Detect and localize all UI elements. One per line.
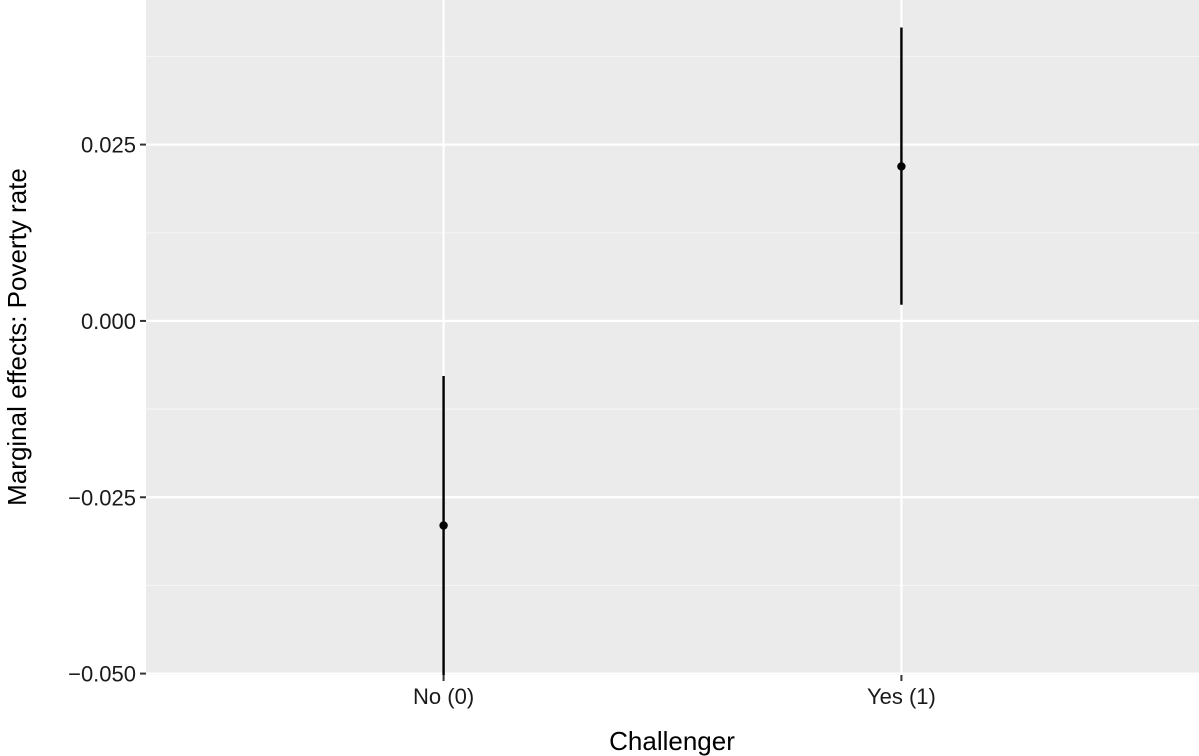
y-tick-label: −0.025 <box>68 485 136 510</box>
x-axis: No (0) Yes (1) <box>413 675 936 709</box>
y-tick-label: 0.000 <box>81 309 136 334</box>
y-axis-title: Marginal effects: Poverty rate <box>2 168 32 506</box>
estimate-point <box>439 521 448 530</box>
x-axis-title: Challenger <box>609 726 735 756</box>
minor-gridlines <box>146 55 1199 586</box>
y-tick-label: 0.025 <box>81 133 136 158</box>
plot-panel <box>146 0 1199 675</box>
x-tick-label: Yes (1) <box>867 684 936 709</box>
data-marks <box>439 27 906 675</box>
y-axis: −0.050 −0.025 0.000 0.025 <box>68 133 146 687</box>
y-tick-label: −0.050 <box>68 662 136 687</box>
estimate-point <box>897 162 906 171</box>
x-tick-label: No (0) <box>413 684 474 709</box>
